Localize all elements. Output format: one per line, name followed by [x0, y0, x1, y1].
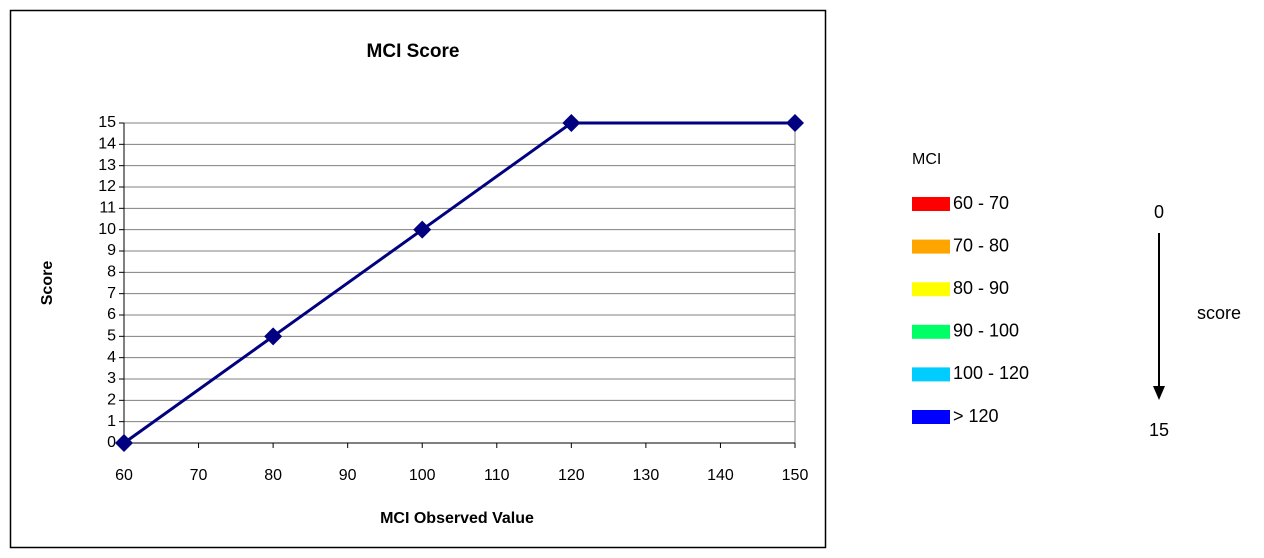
y-tick-label: 12: [98, 178, 116, 195]
plot-area: [123, 122, 796, 444]
legend-swatch: [912, 282, 950, 297]
x-tick-label: 70: [190, 467, 208, 484]
marker: [562, 114, 581, 132]
scale-top: 0: [1154, 202, 1164, 222]
x-tick-label: 110: [484, 467, 510, 484]
y-tick-label: 2: [107, 392, 116, 409]
y-tick-label: 8: [107, 264, 116, 281]
legend-swatch: [912, 367, 950, 382]
y-tick-label: 3: [107, 370, 116, 387]
marker: [264, 327, 283, 346]
scale-label: score: [1197, 303, 1241, 323]
x-tick-label: 120: [558, 467, 585, 484]
chart-title: MCI Score: [367, 41, 460, 62]
legend-label: 80 - 90: [953, 278, 1009, 298]
legend-label: 100 - 120: [953, 363, 1029, 383]
legend-swatch: [912, 239, 950, 254]
marker: [786, 114, 804, 132]
legend-label: 60 - 70: [953, 193, 1009, 213]
y-axis-label: Score: [39, 261, 56, 306]
y-tick-label: 10: [98, 221, 116, 238]
y-tick-label: 13: [98, 157, 116, 174]
x-tick-label: 150: [782, 467, 809, 484]
marker: [115, 434, 133, 452]
y-tick-label: 9: [107, 242, 116, 259]
x-tick-label: 140: [707, 467, 734, 484]
y-tick-label: 14: [98, 136, 116, 153]
x-axis-label: MCI Observed Value: [380, 510, 534, 527]
y-tick-label: 5: [107, 328, 116, 345]
legend-swatch: [912, 410, 950, 424]
legend-swatch: [912, 197, 950, 211]
scale-arrowhead: [1153, 386, 1165, 400]
legend-title: MCI: [912, 151, 941, 168]
y-tick-label: 1: [107, 413, 116, 430]
x-tick-label: 130: [633, 467, 660, 484]
x-tick-label: 90: [339, 467, 357, 484]
legend-label: 70 - 80: [953, 235, 1009, 255]
legend-label: 90 - 100: [953, 321, 1019, 341]
y-tick-label: 7: [107, 285, 116, 302]
y-tick-label: 11: [99, 200, 116, 217]
x-tick-label: 100: [409, 467, 436, 484]
x-tick-label: 60: [115, 467, 133, 484]
y-tick-label: 4: [107, 349, 116, 366]
legend-label: > 120: [953, 406, 999, 426]
y-tick-label: 0: [107, 434, 116, 451]
marker: [413, 220, 432, 239]
x-tick-label: 80: [264, 467, 282, 484]
legend-swatch: [912, 324, 950, 339]
y-tick-label: 6: [107, 306, 116, 323]
y-tick-label: 15: [98, 114, 116, 131]
scale-bottom: 15: [1149, 420, 1169, 440]
